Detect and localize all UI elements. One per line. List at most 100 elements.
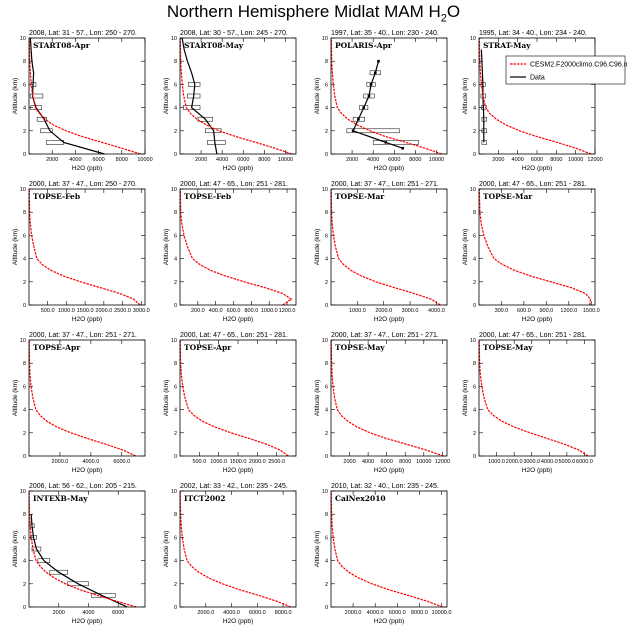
panel-10-xtick-label-2000: 2000.0	[249, 459, 266, 465]
panel-6-ytick-label-10: 10	[171, 187, 177, 193]
panel-15-xlabel: H2O (ppb)	[374, 618, 404, 625]
panel-1-data-box-2	[40, 128, 53, 134]
panel-4-ytick-label-6: 6	[473, 82, 476, 88]
panel-13-header: 2006, Lat: 56 - 62., Lon: 205 - 215.	[29, 483, 137, 490]
panel-11-campaign-label: TOPSE-May	[335, 343, 385, 352]
panel-1-ylabel: Altitude (km)	[12, 78, 19, 114]
panel-10-xtick-label-1500: 1500.0	[230, 459, 247, 465]
panel-13-ytick-label-8: 8	[23, 512, 26, 518]
figure-title: Northern Hemisphere Midlat MAM H2O	[0, 2, 627, 24]
panel-2-data-box-3	[197, 116, 213, 122]
panel-10-campaign-label: TOPSE-Apr	[184, 343, 232, 352]
panel-9-xtick-label-6000: 6000.0	[113, 459, 130, 465]
panel-13-model-line	[28, 490, 137, 608]
legend-model-label: CESM2.F2000climo.C96.C96.mg17	[530, 62, 627, 69]
panel-1-ytick-label-0: 0	[23, 152, 26, 158]
panel-13-data-box-2	[67, 581, 89, 587]
panel-7-header: 2000, Lat: 37 - 47., Lon: 251 - 271.	[331, 181, 439, 188]
panel-4-frame	[478, 37, 596, 155]
panel-8-xtick-label-900: 900.0	[539, 308, 553, 314]
panel-3-model-line	[330, 37, 442, 155]
panel-11-xtick-label-2000: 2000	[343, 459, 355, 465]
panel-1-xtick-label-8000: 8000	[116, 157, 128, 163]
panel-5-ytick-label-0: 0	[23, 303, 26, 309]
panel-13-data-box-4	[37, 558, 51, 563]
panel-6-ytick-label-8: 8	[174, 210, 177, 216]
panel-1-frame	[28, 37, 146, 155]
panel-14-frame	[179, 490, 297, 608]
panel-8-xtick-label-300: 300.0	[495, 308, 509, 314]
panel-8-header: 2000, Lat: 47 - 65., Lon: 251 - 281.	[479, 181, 587, 188]
panel-13-ytick-label-0: 0	[23, 605, 26, 611]
panel-8-ytick-label-0: 0	[473, 303, 476, 309]
panel-9-ytick-label-2: 2	[23, 431, 26, 437]
panel-2-ytick-label-6: 6	[174, 82, 177, 88]
panel-1-xtick-label-4000: 4000	[69, 157, 81, 163]
panel-13-ytick-label-2: 2	[23, 582, 26, 588]
panel-8-ytick-label-2: 2	[473, 280, 476, 286]
panel-6-xtick-label-800: 800.0	[245, 308, 259, 314]
panel-12-xtick-label-4000: 4000.0	[541, 459, 558, 465]
panel-9-ytick-label-6: 6	[23, 384, 26, 390]
panel-10-frame	[179, 339, 297, 457]
panel-1-campaign-label: START08-Apr	[33, 41, 91, 50]
panel-8-ytick-label-6: 6	[473, 233, 476, 239]
panel-11-ylabel: Altitude (km)	[314, 380, 321, 416]
panel-7-xtick-label-3000: 3000.0	[402, 308, 419, 314]
panel-8-xtick-label-1200: 1200.0	[560, 308, 577, 314]
panel-12-ytick-label-4: 4	[473, 408, 476, 414]
panel-3-xtick-label-4000: 4000	[367, 157, 379, 163]
panel-12-xtick-label-2000: 2000.0	[506, 459, 523, 465]
panel-12-frame	[478, 339, 596, 457]
panel-7-ylabel: Altitude (km)	[314, 229, 321, 265]
panel-4-xlabel: H2O (ppb)	[522, 165, 552, 172]
panel-8-xlabel: H2O (ppb)	[522, 316, 552, 323]
panel-14-ytick-label-10: 10	[171, 489, 177, 495]
panel-4-ytick-label-10: 10	[470, 36, 476, 42]
panel-1-xtick-label-2000: 2000	[46, 157, 58, 163]
panel-7-model-line	[330, 188, 441, 306]
panel-8-ytick-label-8: 8	[473, 210, 476, 216]
panel-5-ytick-label-2: 2	[23, 280, 26, 286]
panel-2-frame	[179, 37, 297, 155]
panel-3-xtick-label-6000: 6000	[388, 157, 400, 163]
panel-6-ytick-label-0: 0	[174, 303, 177, 309]
panel-2-ytick-label-2: 2	[174, 129, 177, 135]
panel-6-ytick-label-4: 4	[174, 257, 177, 263]
panel-11-ytick-label-8: 8	[325, 361, 328, 367]
panel-11-frame	[330, 339, 448, 457]
panel-11-xtick-label-6000: 6000	[381, 459, 393, 465]
panel-3-data-marker-7	[369, 83, 373, 86]
panel-5-model-line	[28, 188, 141, 306]
panel-14-xtick-label-8000: 8000.0	[275, 610, 292, 616]
panel-12-xtick-label-5000: 5000.0	[558, 459, 575, 465]
panel-3-ylabel: Altitude (km)	[314, 78, 321, 114]
panel-14-xlabel: H2O (ppb)	[223, 618, 253, 625]
panel-2-xtick-label-8000: 8000	[258, 157, 270, 163]
panel-7-ytick-label-6: 6	[325, 233, 328, 239]
panel-5-ytick-label-8: 8	[23, 210, 26, 216]
figure-title-text: Northern Hemisphere Midlat MAM H	[166, 2, 441, 21]
panel-3-ytick-label-6: 6	[325, 82, 328, 88]
panel-15-header: 2010, Lat: 32 - 40., Lon: 235 - 245.	[331, 483, 439, 490]
panel-13-data-box-1	[91, 593, 116, 598]
panel-5-ytick-label-6: 6	[23, 233, 26, 239]
panel-15-xtick-label-8000: 8000.0	[411, 610, 428, 616]
panel-1-ytick-label-8: 8	[23, 59, 26, 65]
panel-10-xtick-label-500: 500.0	[192, 459, 206, 465]
panel-1-model-line	[28, 37, 141, 155]
panel-12-xtick-label-1000: 1000.0	[488, 459, 505, 465]
panel-11-model-line	[330, 339, 444, 457]
panel-14-xtick-label-6000: 6000.0	[249, 610, 266, 616]
panel-3-header: 1997, Lat: 35 - 40., Lon: 230 - 240.	[331, 30, 439, 37]
panel-4-ytick-label-4: 4	[473, 106, 476, 112]
panel-3-data-box-4	[359, 105, 369, 110]
panel-9-ytick-label-8: 8	[23, 361, 26, 367]
panel-6-frame	[179, 188, 297, 306]
panel-10-header: 2000, Lat: 47 - 65., Lon: 251 - 281.	[180, 332, 288, 339]
panel-15-ytick-label-0: 0	[325, 605, 328, 611]
panel-5-xlabel: H2O (ppb)	[72, 316, 102, 323]
panel-12-header: 2000, Lat: 47 - 65., Lon: 251 - 281.	[479, 332, 587, 339]
panel-12-model-line	[478, 339, 589, 457]
panel-5-xtick-label-2000: 2000.0	[95, 308, 112, 314]
